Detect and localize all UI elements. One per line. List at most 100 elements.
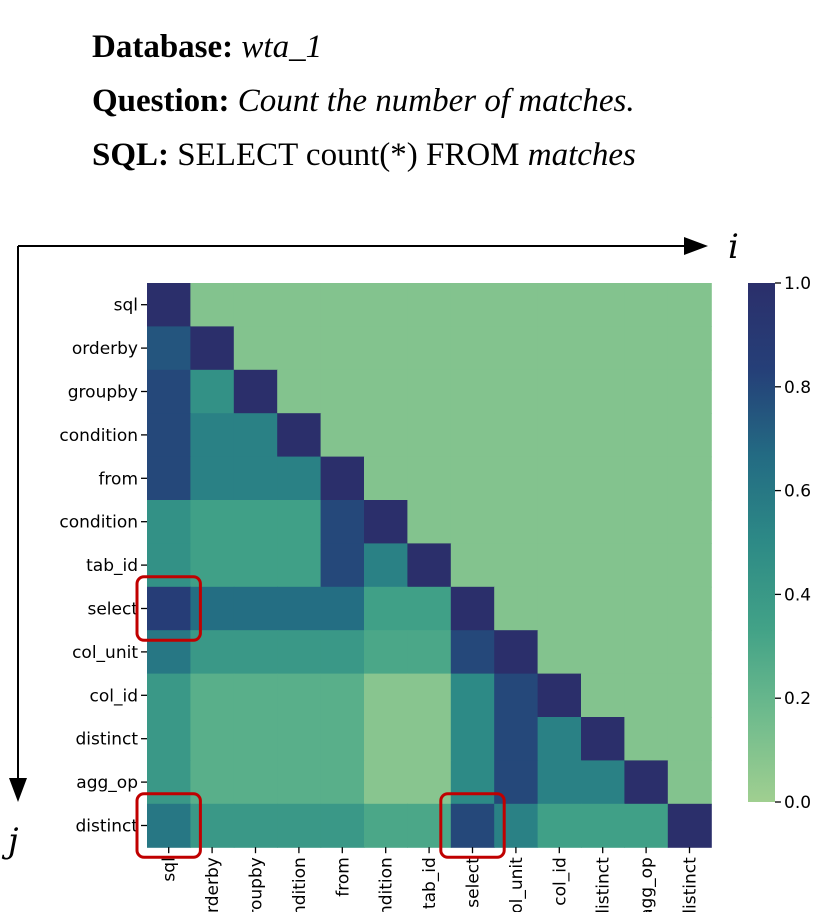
sql-line: SQL: SELECT count(*) FROM matches [92, 128, 812, 182]
heatmap-cell [537, 803, 582, 848]
heatmap-cell [277, 717, 322, 761]
heatmap-cell [277, 500, 322, 544]
heatmap-cell [277, 803, 322, 848]
heatmap-cell [667, 586, 712, 631]
column-label: condition [377, 857, 397, 912]
heatmap-cell [581, 413, 625, 458]
heatmap-cell [581, 760, 625, 805]
column-label: col_id [550, 857, 570, 906]
heatmap-cell [190, 369, 235, 414]
colorbar-tick-label: 0.0 [784, 793, 811, 813]
heatmap-cell [581, 543, 625, 588]
heatmap-cell [667, 369, 712, 414]
heatmap-cell [624, 673, 669, 718]
heatmap-cell [233, 500, 278, 544]
heatmap-cell [450, 543, 495, 588]
heatmap-cell [537, 760, 582, 805]
row-label: distinct [75, 817, 138, 837]
heatmap-cell [537, 283, 582, 327]
heatmap-cell [494, 500, 539, 544]
heatmap-cell [364, 760, 408, 805]
heatmap-cell [624, 630, 669, 675]
row-label: col_unit [72, 643, 138, 663]
heatmap-cell [277, 673, 322, 718]
heatmap-cell [364, 283, 408, 327]
heatmap-cell [364, 630, 408, 675]
heatmap-cell [494, 673, 539, 718]
i-axis-arrowhead [684, 237, 708, 255]
heatmap-cell [190, 456, 235, 501]
heatmap-cell [407, 283, 452, 327]
colorbar: 0.0 0.2 0.4 0.6 0.8 1.0 [748, 274, 811, 813]
heatmap-cell [320, 543, 365, 588]
heatmap-cell [233, 630, 278, 675]
sql-plain: SELECT count(*) FROM [177, 137, 520, 173]
heatmap-cell [407, 717, 452, 761]
colorbar-tick-label: 0.6 [784, 482, 811, 502]
heatmap-cell [147, 369, 191, 414]
heatmap-cell [277, 456, 322, 501]
heatmap-cell [320, 630, 365, 675]
heatmap-cell [667, 803, 712, 848]
heatmap-cell [624, 543, 669, 588]
heatmap-cell [581, 586, 625, 631]
heatmap-cell [364, 717, 408, 761]
heatmap-cell [667, 630, 712, 675]
row-label: from [98, 469, 138, 489]
heatmap-cell [494, 413, 539, 458]
heatmap-cell [537, 630, 582, 675]
heatmap-cell [450, 369, 495, 414]
colorbar-tick-label: 0.8 [784, 378, 811, 398]
row-label: condition [59, 426, 138, 446]
heatmap-cell [667, 673, 712, 718]
header: Database: wta_1 Question: Count the numb… [92, 20, 812, 182]
highlight-box [135, 575, 202, 642]
colorbar-tick-label: 1.0 [784, 274, 811, 294]
heatmap-cell [190, 283, 235, 327]
heatmap-cell [233, 456, 278, 501]
heatmap-cell [667, 500, 712, 544]
heatmap-cell [624, 586, 669, 631]
heatmap-cell [581, 630, 625, 675]
highlight-box [135, 792, 202, 859]
row-label: groupby [68, 383, 138, 403]
heatmap-cell [581, 500, 625, 544]
heatmap-cell [364, 413, 408, 458]
colorbar-tick-label: 0.2 [784, 689, 811, 709]
heatmap-cell [320, 803, 365, 848]
column-label: col_unit [507, 857, 527, 912]
heatmap-cell [364, 369, 408, 414]
heatmap-cell [494, 760, 539, 805]
heatmap-cell [147, 673, 191, 718]
question-value: Count the number of matches. [237, 83, 635, 119]
i-axis-label: i [728, 227, 739, 267]
row-label: condition [59, 513, 138, 533]
heatmap-cell [190, 413, 235, 458]
heatmap-cell [233, 369, 278, 414]
heatmap-cell [190, 673, 235, 718]
heatmap-cell [624, 760, 669, 805]
column-label: select [464, 857, 484, 908]
column-label: tab_id [420, 857, 440, 909]
row-labels: sql orderby groupby condition from condition t… [59, 296, 147, 837]
heatmap-cell [147, 326, 191, 371]
j-axis-label: j [1, 821, 19, 861]
heatmap-cell [407, 326, 452, 371]
heatmap-cell [320, 456, 365, 501]
heatmap-cell [277, 283, 322, 327]
heatmap-cell [147, 543, 191, 588]
heatmap-cell [190, 543, 235, 588]
sql-table: matches [527, 137, 636, 173]
heatmap-cell [233, 803, 278, 848]
heatmap-cell [320, 283, 365, 327]
heatmap-cell [494, 803, 539, 848]
heatmap-cell [624, 803, 669, 848]
heatmap-cell [450, 500, 495, 544]
heatmap-cell [277, 760, 322, 805]
heatmap-cell [407, 456, 452, 501]
heatmap-cell [147, 803, 191, 848]
heatmap-cell [450, 326, 495, 371]
heatmap-cell [494, 456, 539, 501]
heatmap-cell [364, 586, 408, 631]
column-label: orderby [203, 857, 223, 912]
